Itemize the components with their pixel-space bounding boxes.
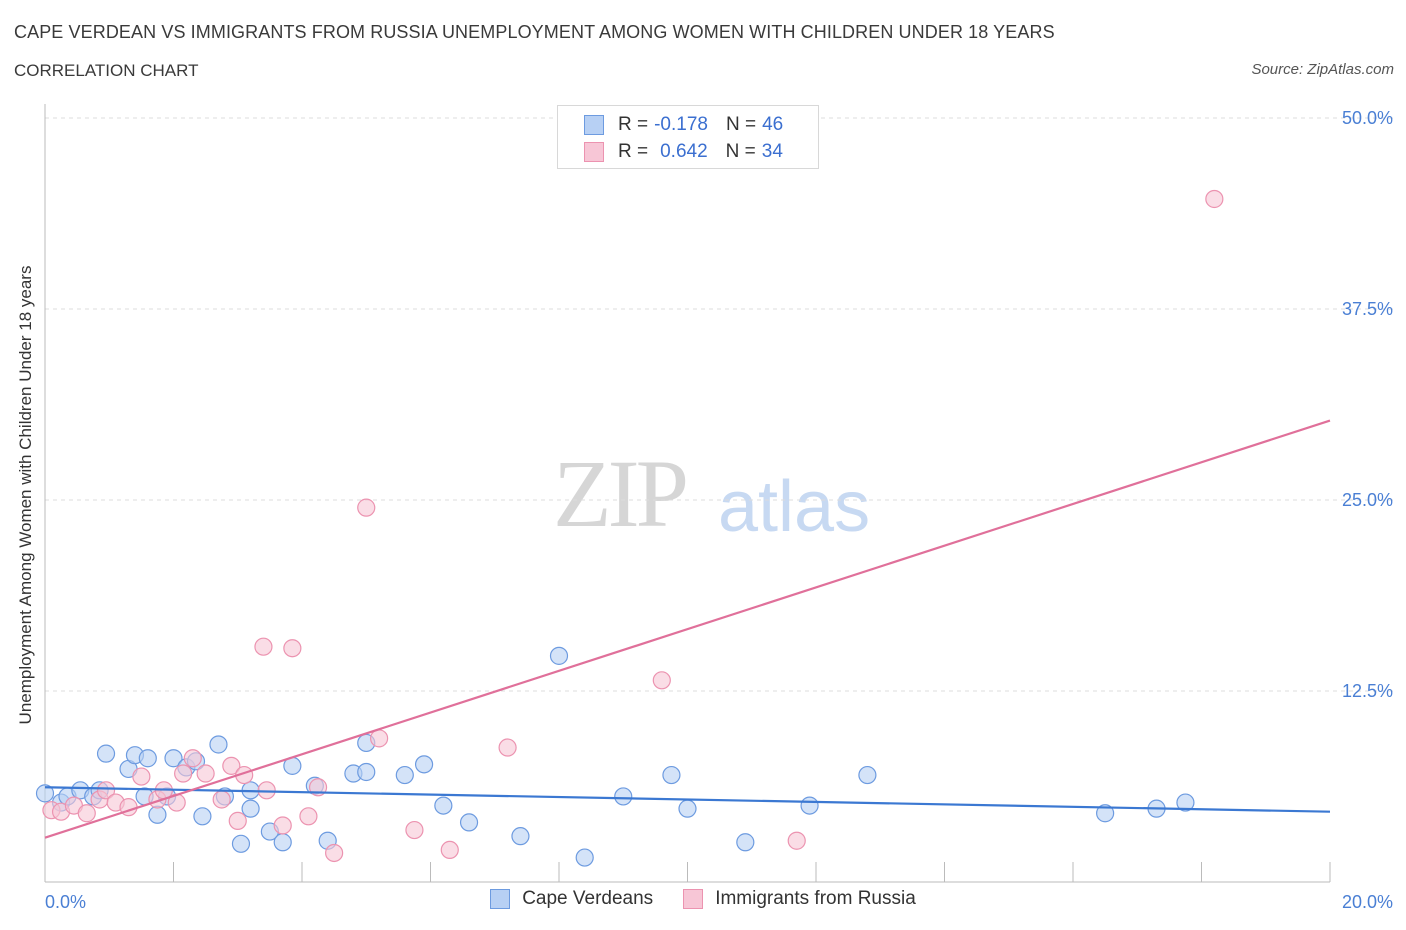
russia-immigrant-point (370, 729, 389, 748)
russia-immigrant-point (196, 764, 215, 783)
x-tick-label: 20.0% (1342, 892, 1393, 912)
legend-item-cape-verdeans[interactable]: Cape Verdeans (490, 888, 653, 910)
cape-verdean-point (614, 787, 633, 806)
cape-verdean-point (209, 735, 228, 754)
source-credit: Source: ZipAtlas.com (1251, 61, 1394, 78)
cape-verdean-point (395, 765, 414, 785)
y-tick-label: 50.0% (1342, 108, 1393, 128)
cape-verdean-point (231, 834, 251, 853)
chart-title: CAPE VERDEAN VS IMMIGRANTS FROM RUSSIA U… (14, 22, 1055, 42)
russia-immigrant-point (183, 749, 202, 768)
cape-verdean-point (164, 749, 183, 768)
axes (44, 104, 1331, 883)
pink-swatch (683, 889, 704, 909)
trend-lines (44, 419, 1331, 839)
cape-verdean-point (736, 833, 755, 852)
r-label: R = (618, 141, 649, 162)
blue-swatch (490, 889, 511, 909)
cape-verdean-point (35, 784, 55, 803)
blue-swatch (584, 115, 604, 135)
russia-immigrant-point (222, 756, 241, 775)
russia-immigrant-point (299, 807, 318, 826)
pink-swatch (584, 142, 604, 162)
grid-lines (45, 117, 1395, 692)
n-label: N = (725, 141, 756, 162)
russia-immigrant-point (405, 820, 424, 840)
n-value: 46 (762, 114, 784, 135)
r-label: R = (618, 114, 649, 135)
cape-verdean-point (414, 755, 434, 774)
chart-subtitle: CORRELATION CHART (14, 61, 199, 80)
cape-verdean-point (434, 796, 453, 815)
cape-verdean-point (662, 765, 681, 785)
russia-immigrant-point (132, 767, 151, 786)
r-value: 0.642 (660, 141, 708, 162)
y-tick-label: 12.5% (1342, 681, 1393, 701)
cape-verdean-point (511, 827, 530, 846)
cape-verdean-point (273, 833, 292, 852)
russia-immigrant-point (283, 639, 302, 658)
n-value: 34 (761, 141, 783, 162)
stats-row-immigrants-russia: R = 0.642 N = 34 (584, 139, 783, 165)
legend-label: Immigrants from Russia (715, 888, 916, 909)
cape-verdean-point (1096, 804, 1115, 823)
x-tick-label: 0.0% (45, 892, 86, 912)
cape-verdean-point (241, 799, 260, 818)
watermark-atlas: atlas (718, 467, 871, 547)
stats-legend: R = -0.178 N = 46 R = 0.642 N = 34 (557, 105, 819, 169)
russia-immigrant-point (325, 843, 344, 863)
cape-verdean-trend-line (44, 786, 1331, 813)
cape-verdean-point (459, 813, 479, 832)
russia-immigrant-trend-line (44, 419, 1331, 839)
cape-verdean-point (357, 762, 376, 782)
watermark-zip: ZIP (553, 440, 689, 547)
cape-verdean-point (148, 805, 167, 824)
cape-verdean-point (858, 765, 877, 785)
cape-verdean-point (1176, 793, 1195, 812)
stats-row-cape-verdeans: R = -0.178 N = 46 (584, 112, 783, 138)
russia-immigrant-point (1205, 189, 1224, 209)
russia-immigrant-point (96, 781, 116, 800)
russia-immigrant-point (254, 637, 273, 656)
russia-immigrant-point (652, 671, 671, 690)
russia-immigrant-point (228, 811, 247, 830)
cape-verdean-point (800, 796, 819, 815)
cape-verdean-point (193, 807, 212, 826)
data-points (35, 189, 1224, 867)
russia-immigrant-point (440, 840, 459, 860)
russia-immigrant-point (787, 831, 806, 850)
r-value: -0.178 (654, 114, 708, 135)
legend-item-immigrants-russia[interactable]: Immigrants from Russia (683, 888, 916, 910)
cape-verdean-point (678, 799, 697, 818)
cape-verdean-point (575, 848, 594, 867)
series-legend: Cape Verdeans Immigrants from Russia (0, 888, 1406, 910)
russia-immigrant-point (357, 498, 376, 517)
y-tick-label: 37.5% (1342, 299, 1393, 319)
cape-verdean-point (138, 749, 157, 768)
cape-verdean-point (549, 646, 569, 665)
y-tick-label: 25.0% (1342, 490, 1393, 510)
russia-immigrant-point (212, 790, 231, 809)
russia-immigrant-point (77, 804, 96, 823)
cape-verdean-point (96, 744, 116, 763)
russia-immigrant-point (498, 738, 517, 757)
tick-labels: 12.5% 25.0% 37.5% 50.0% 0.0% 20.0% (45, 108, 1393, 912)
legend-label: Cape Verdeans (522, 888, 654, 909)
russia-immigrant-point (273, 816, 292, 835)
n-label: N = (725, 114, 757, 135)
russia-immigrant-point (174, 764, 193, 783)
